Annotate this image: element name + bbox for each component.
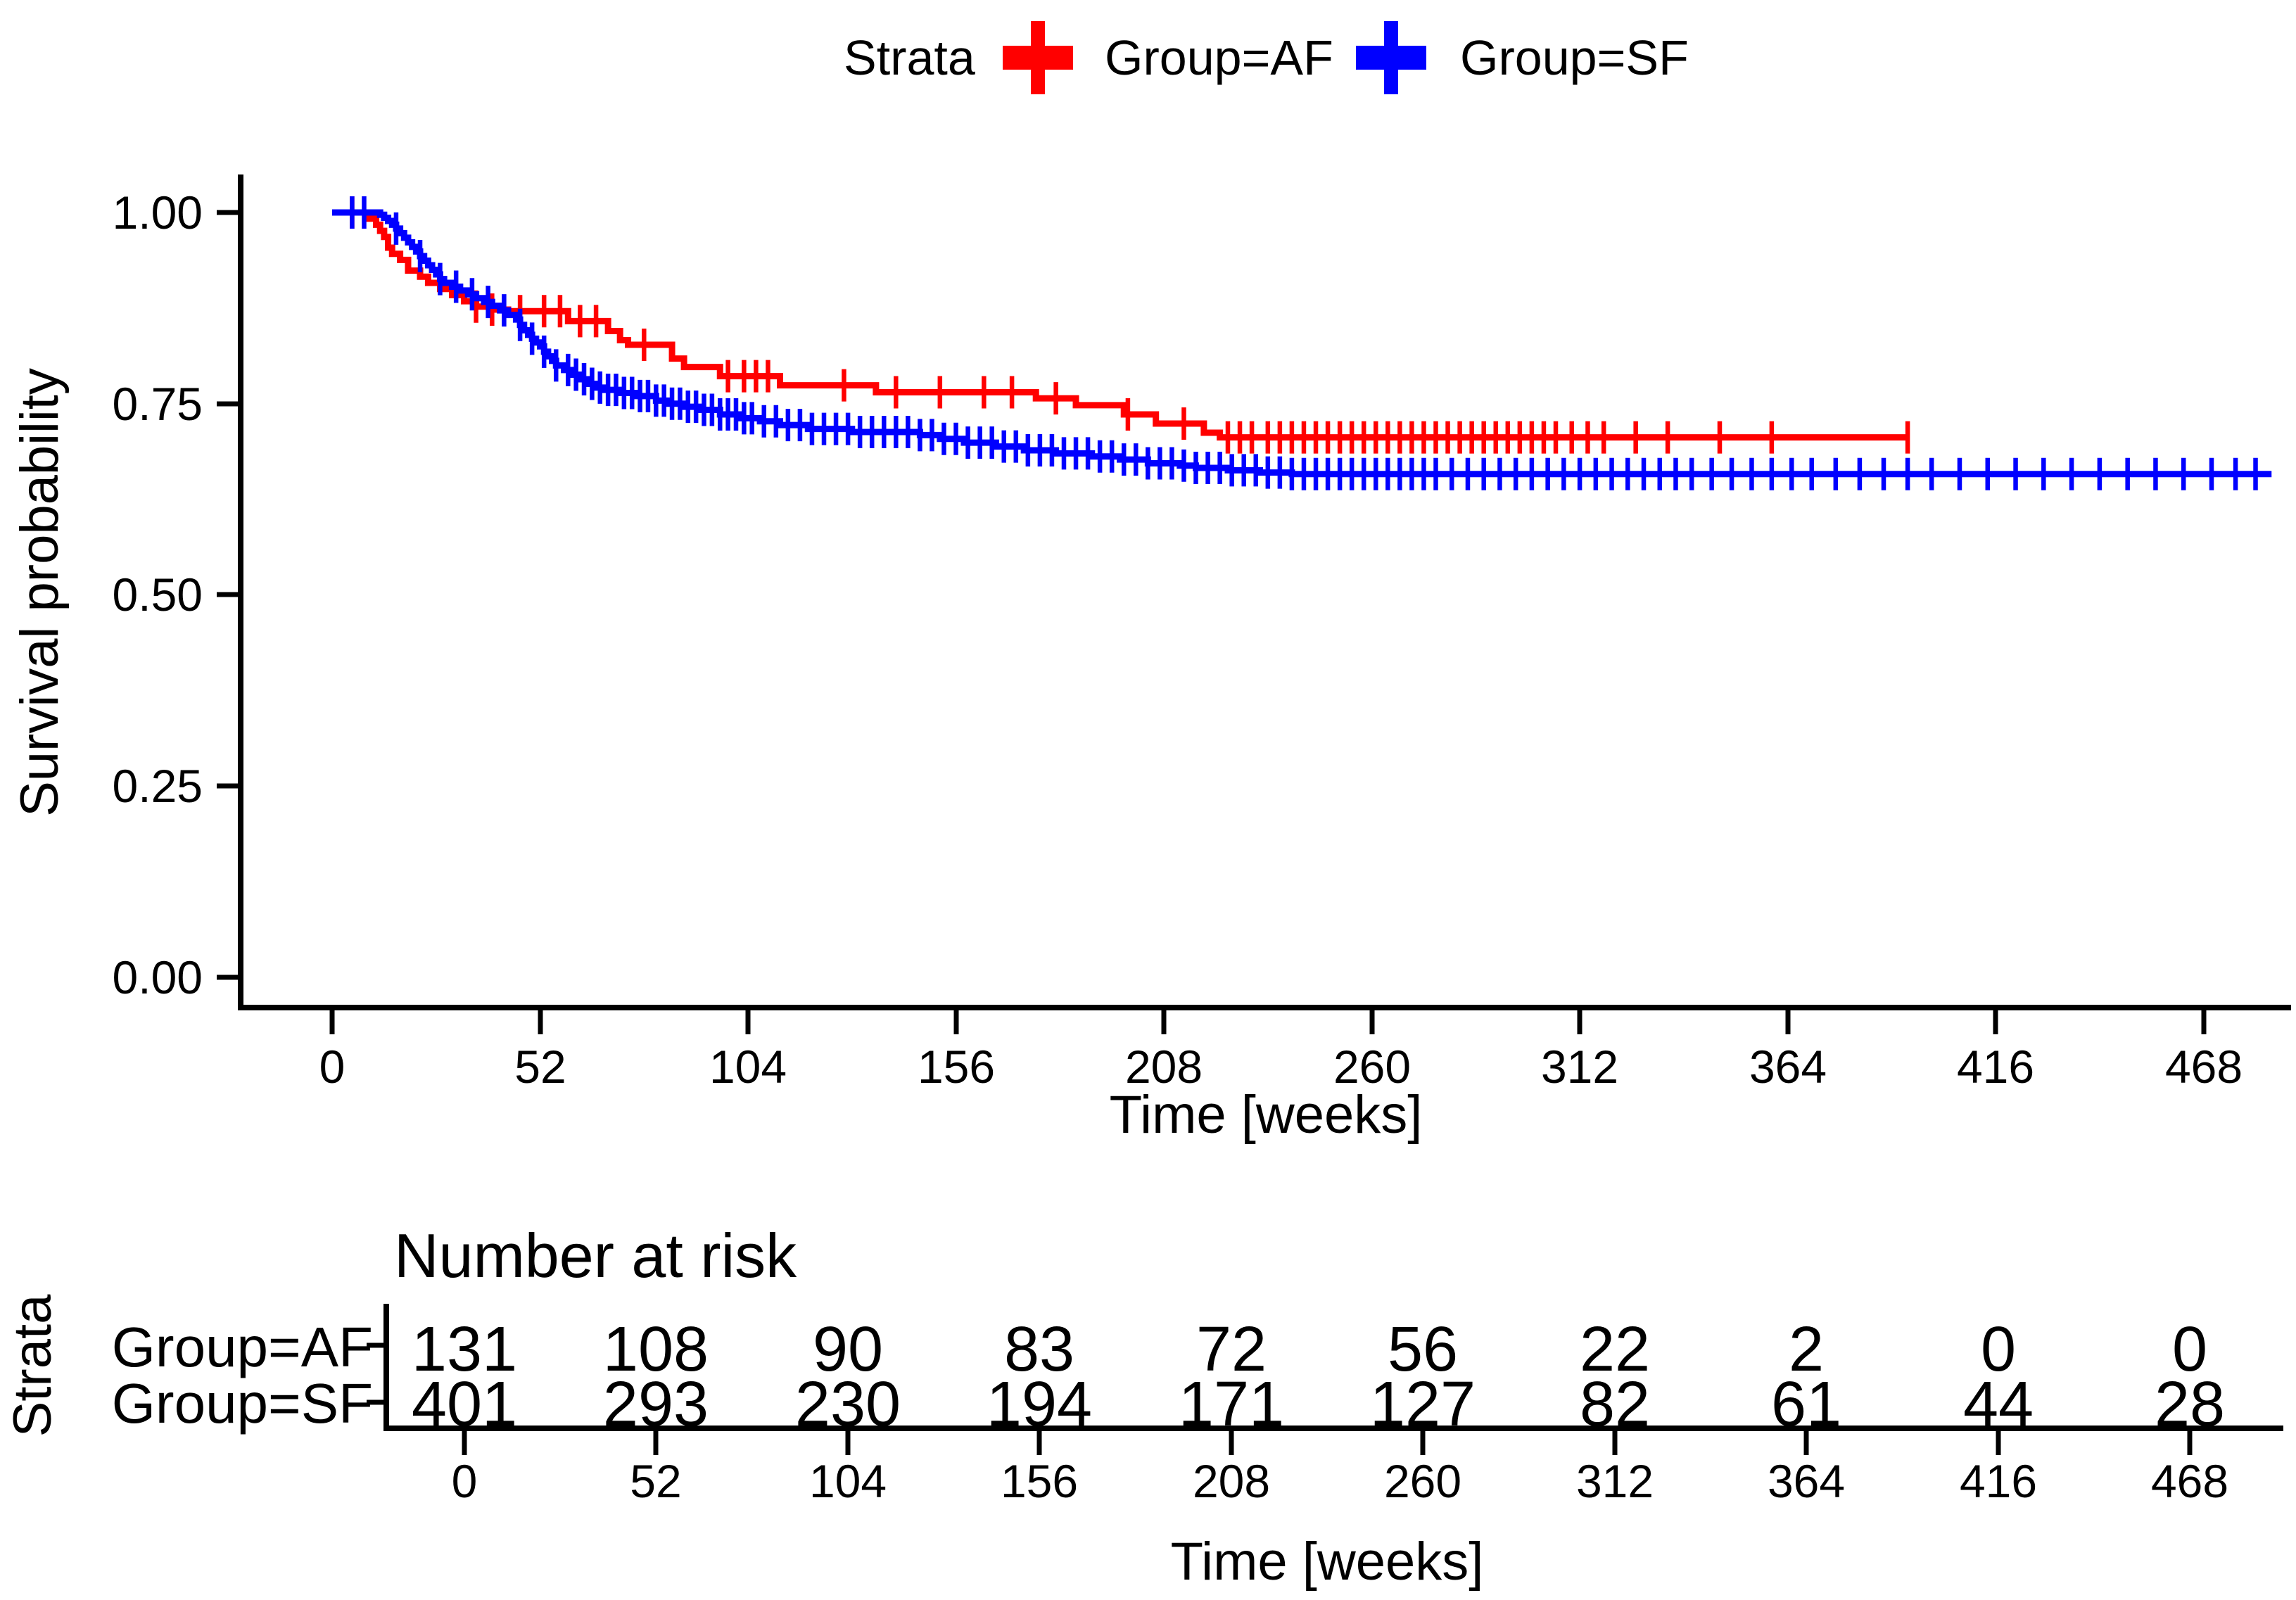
risk-x-axis-title: Time [weeks] [1171, 1532, 1484, 1592]
y-tick-labels: 1.00 0.75 0.50 0.25 0.00 [113, 186, 203, 1003]
risk-value: 401 [412, 1369, 517, 1440]
risk-table-axes [367, 1304, 2283, 1455]
risk-x-tick-label: 0 [452, 1455, 478, 1507]
risk-value: 0 [1981, 1314, 2016, 1385]
risk-x-tick-label: 52 [630, 1455, 681, 1507]
risk-value: 61 [1771, 1369, 1841, 1440]
risk-row-label-af: Group=AF [112, 1316, 373, 1378]
risk-value: 194 [987, 1369, 1092, 1440]
main-plot-axes [217, 174, 2291, 1034]
km-curves [332, 196, 2272, 490]
risk-value: 2 [1789, 1314, 1824, 1385]
risk-x-tick-labels: 0 52 104 156 208 260 312 364 416 468 [452, 1455, 2228, 1507]
plus-marker-hbar [1356, 46, 1426, 70]
y-tick-label: 0.25 [113, 760, 203, 812]
risk-row-label-sf: Group=SF [112, 1372, 373, 1435]
x-tick-label: 260 [1333, 1041, 1411, 1093]
risk-value: 22 [1580, 1314, 1650, 1385]
x-tick-label: 104 [709, 1041, 787, 1093]
risk-x-tick-label: 364 [1768, 1455, 1845, 1507]
risk-x-tick-label: 208 [1193, 1455, 1270, 1507]
risk-value: 72 [1196, 1314, 1267, 1385]
x-tick-labels: 0 52 104 156 208 260 312 364 416 468 [319, 1041, 2243, 1093]
risk-value: 0 [2172, 1314, 2207, 1385]
legend-label-af: Group=AF [1105, 30, 1333, 85]
risk-value: 56 [1388, 1314, 1458, 1385]
risk-value: 127 [1370, 1369, 1476, 1440]
legend-label-sf: Group=SF [1460, 30, 1689, 85]
plus-marker-icon [1356, 21, 1426, 94]
legend-key-sf[interactable]: Group=SF [1356, 21, 1689, 94]
plus-marker-hbar [1003, 46, 1073, 70]
risk-value: 90 [813, 1314, 883, 1385]
risk-value: 44 [1963, 1369, 2034, 1440]
x-tick-label: 0 [319, 1041, 345, 1093]
plus-marker-icon [1003, 21, 1073, 94]
risk-x-tick-label: 156 [1001, 1455, 1078, 1507]
risk-value: 293 [603, 1369, 709, 1440]
risk-x-tick-label: 260 [1384, 1455, 1461, 1507]
risk-row-labels: Group=AF Group=SF [112, 1316, 373, 1435]
x-axis-title: Time [weeks] [1110, 1085, 1423, 1145]
risk-x-tick-label: 416 [1960, 1455, 2037, 1507]
legend-title: Strata [844, 30, 975, 85]
risk-value: 131 [412, 1314, 517, 1385]
x-tick-label: 416 [1957, 1041, 2034, 1093]
risk-value: 108 [603, 1314, 709, 1385]
y-axis-title: Survival probability [10, 368, 70, 817]
y-tick-label: 1.00 [113, 186, 203, 239]
risk-table-title: Number at risk [394, 1221, 797, 1290]
y-tick-label: 0.00 [113, 951, 203, 1003]
km-curve-group-af [332, 209, 1908, 441]
y-tick-label: 0.75 [113, 378, 203, 430]
x-tick-label: 468 [2165, 1041, 2243, 1093]
risk-row-af: 131 108 90 83 72 56 22 2 0 0 [412, 1314, 2207, 1385]
risk-row-sf: 401 293 230 194 171 127 82 61 44 28 [412, 1369, 2225, 1440]
risk-value: 82 [1580, 1369, 1650, 1440]
risk-value: 171 [1179, 1369, 1284, 1440]
risk-x-tick-label: 104 [809, 1455, 887, 1507]
risk-x-tick-label: 468 [2151, 1455, 2228, 1507]
x-tick-label: 364 [1749, 1041, 1827, 1093]
x-tick-label: 208 [1125, 1041, 1203, 1093]
x-tick-label: 52 [514, 1041, 566, 1093]
risk-value: 83 [1004, 1314, 1074, 1385]
x-tick-label: 312 [1541, 1041, 1618, 1093]
risk-strata-axis-label: Strata [3, 1294, 63, 1437]
risk-value: 28 [2155, 1369, 2225, 1440]
risk-x-tick-label: 312 [1576, 1455, 1654, 1507]
y-tick-label: 0.50 [113, 569, 203, 621]
risk-value: 230 [795, 1369, 901, 1440]
legend: Strata Group=AF Group=SF [844, 21, 1689, 94]
legend-key-af[interactable]: Group=AF [1003, 21, 1333, 94]
x-tick-label: 156 [918, 1041, 995, 1093]
